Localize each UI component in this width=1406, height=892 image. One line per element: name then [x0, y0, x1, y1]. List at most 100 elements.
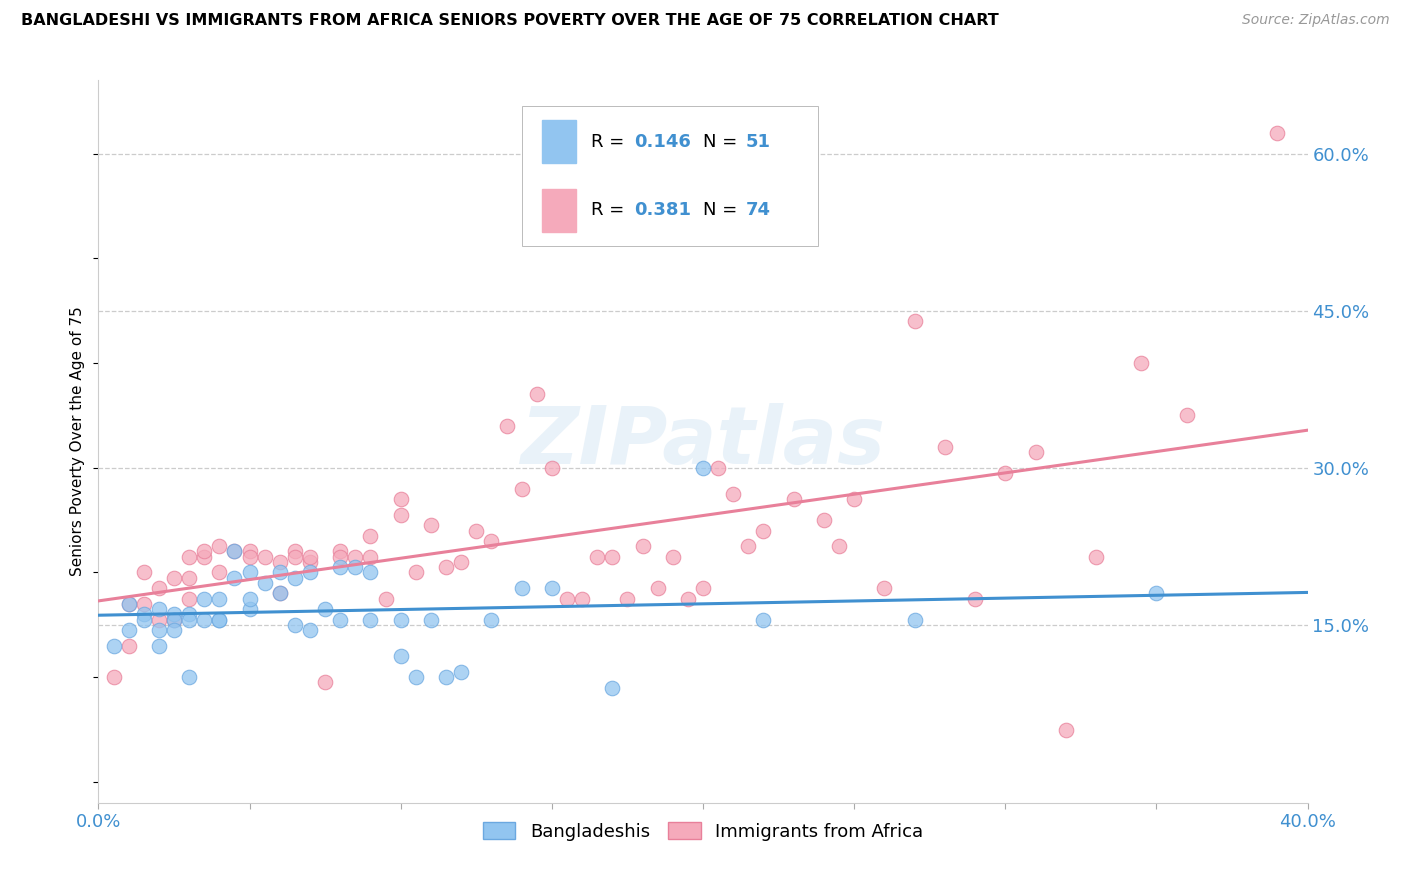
Point	[526, 387, 548, 401]
Point	[118, 597, 141, 611]
Point	[299, 623, 322, 637]
Point	[299, 549, 322, 564]
Point	[450, 555, 472, 569]
Point	[163, 607, 186, 622]
Point	[299, 566, 322, 580]
Point	[329, 544, 352, 558]
Point	[148, 639, 170, 653]
Point	[586, 549, 609, 564]
Bar	[543, 120, 576, 163]
Point	[360, 566, 382, 580]
Point	[904, 314, 927, 328]
Point	[389, 492, 412, 507]
Point	[405, 566, 427, 580]
Point	[752, 524, 775, 538]
Point	[434, 670, 457, 684]
Point	[239, 591, 262, 606]
Point	[179, 670, 201, 684]
Point	[661, 549, 683, 564]
Point	[510, 581, 533, 595]
Point	[1130, 356, 1153, 370]
Point	[344, 560, 367, 574]
Point	[284, 544, 307, 558]
Point	[420, 613, 443, 627]
Point	[253, 549, 276, 564]
Text: 51: 51	[745, 133, 770, 151]
Point	[118, 597, 141, 611]
Point	[420, 518, 443, 533]
Point	[329, 613, 352, 627]
Point	[193, 591, 215, 606]
Point	[405, 670, 427, 684]
Point	[179, 607, 201, 622]
Point	[253, 575, 276, 590]
Point	[1267, 126, 1289, 140]
Point	[179, 571, 201, 585]
Point	[783, 492, 806, 507]
Point	[239, 544, 262, 558]
Point	[965, 591, 987, 606]
Point	[1144, 586, 1167, 600]
Point	[269, 555, 291, 569]
Point	[224, 544, 246, 558]
Point	[193, 549, 215, 564]
Point	[163, 571, 186, 585]
FancyBboxPatch shape	[522, 105, 818, 246]
Point	[616, 591, 638, 606]
Point	[904, 613, 927, 627]
Point	[239, 549, 262, 564]
Point	[148, 613, 170, 627]
Point	[269, 586, 291, 600]
Point	[163, 613, 186, 627]
Point	[329, 560, 352, 574]
Point	[692, 581, 714, 595]
Point	[360, 549, 382, 564]
Text: N =: N =	[703, 202, 742, 219]
Text: N =: N =	[703, 133, 742, 151]
Point	[450, 665, 472, 679]
Point	[873, 581, 896, 595]
Point	[389, 649, 412, 664]
Point	[752, 613, 775, 627]
Point	[631, 539, 654, 553]
Point	[148, 602, 170, 616]
Bar	[543, 188, 576, 232]
Point	[208, 566, 231, 580]
Point	[269, 586, 291, 600]
Point	[737, 539, 759, 553]
Point	[571, 591, 593, 606]
Point	[284, 549, 307, 564]
Point	[1175, 409, 1198, 423]
Point	[389, 508, 412, 522]
Point	[329, 549, 352, 564]
Point	[179, 591, 201, 606]
Point	[844, 492, 866, 507]
Legend: Bangladeshis, Immigrants from Africa: Bangladeshis, Immigrants from Africa	[475, 814, 931, 848]
Point	[540, 460, 562, 475]
Point	[314, 675, 336, 690]
Point	[163, 613, 186, 627]
Point	[208, 539, 231, 553]
Text: 0.146: 0.146	[634, 133, 690, 151]
Point	[208, 613, 231, 627]
Point	[132, 597, 155, 611]
Point	[465, 524, 488, 538]
Point	[284, 617, 307, 632]
Point	[148, 623, 170, 637]
Text: BANGLADESHI VS IMMIGRANTS FROM AFRICA SENIORS POVERTY OVER THE AGE OF 75 CORRELA: BANGLADESHI VS IMMIGRANTS FROM AFRICA SE…	[21, 13, 998, 29]
Point	[132, 607, 155, 622]
Point	[148, 581, 170, 595]
Point	[510, 482, 533, 496]
Point	[495, 418, 517, 433]
Point	[1024, 445, 1046, 459]
Point	[224, 571, 246, 585]
Point	[360, 529, 382, 543]
Point	[676, 591, 699, 606]
Text: R =: R =	[591, 133, 630, 151]
Point	[1085, 549, 1108, 564]
Point	[163, 623, 186, 637]
Point	[481, 613, 503, 627]
Point	[132, 613, 155, 627]
Text: Source: ZipAtlas.com: Source: ZipAtlas.com	[1241, 13, 1389, 28]
Point	[602, 549, 624, 564]
